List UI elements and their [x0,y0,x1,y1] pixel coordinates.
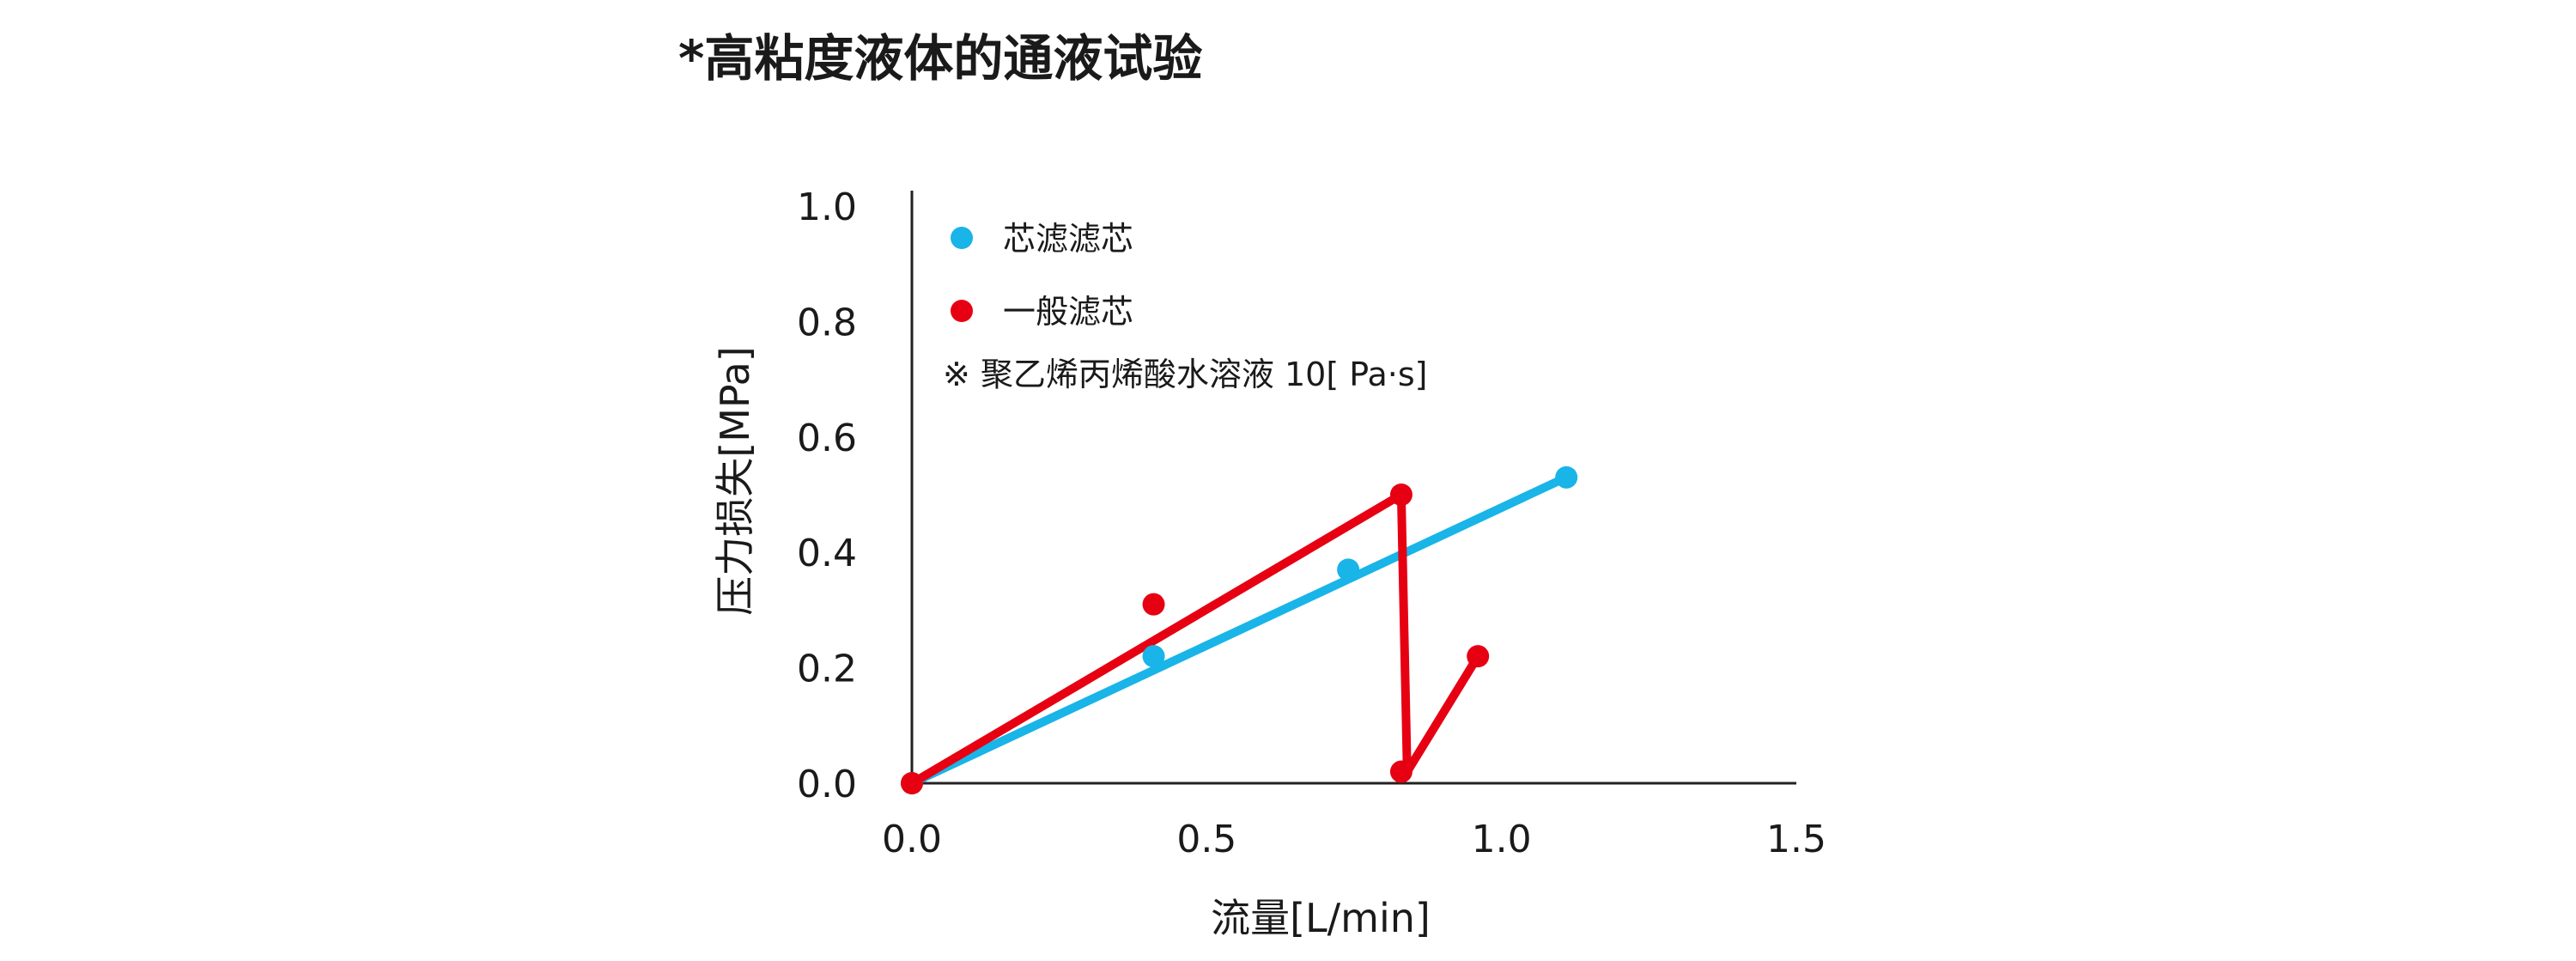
x-axis-title: 流量[L/min] [1211,895,1431,941]
legend-marker-series-a [951,227,973,249]
y-tick-label: 0.0 [797,763,857,806]
data-point-series-b [1389,484,1413,506]
data-point-series-a [1142,645,1165,668]
y-tick-label: 0.4 [797,532,857,575]
data-point-series-b [1142,593,1165,616]
data-point-series-b [901,772,923,794]
data-point-series-b [1389,760,1413,783]
trendline-series-b [908,490,1483,788]
data-point-series-b [1467,645,1490,668]
y-tick-label: 1.0 [797,186,857,229]
x-tick-label: 1.5 [1766,818,1826,861]
trendline-series-a [908,472,1571,788]
y-axis-title: 压力损失[MPa] [712,346,758,615]
axes [910,191,1796,785]
y-tick-label: 0.8 [797,301,857,344]
data-point-series-a [1555,465,1578,489]
x-tick-label: 0.0 [882,818,942,861]
legend-label-series-b: 一般滤芯 [1003,293,1133,331]
trendlines [908,472,1571,788]
y-tick-label: 0.6 [797,417,857,460]
data-points [901,465,1578,794]
y-tick-labels: 0.0 0.2 0.4 0.6 0.8 1.0 [797,186,857,806]
legend-label-series-a: 芯滤滤芯 [1003,220,1133,258]
data-point-series-a [1337,558,1360,581]
page-title: *高粘度液体的通液试验 [678,29,1203,88]
x-tick-labels: 0.0 0.5 1.0 1.5 [882,818,1826,861]
legend: 芯滤滤芯 一般滤芯 ※ 聚乙烯丙烯酸水溶液 10[ Pa·s] [943,220,1427,393]
x-tick-label: 0.5 [1176,818,1236,861]
legend-note: ※ 聚乙烯丙烯酸水溶液 10[ Pa·s] [943,356,1427,393]
legend-marker-series-b [951,300,973,322]
x-tick-label: 1.0 [1472,818,1532,861]
y-tick-label: 0.2 [797,648,857,691]
